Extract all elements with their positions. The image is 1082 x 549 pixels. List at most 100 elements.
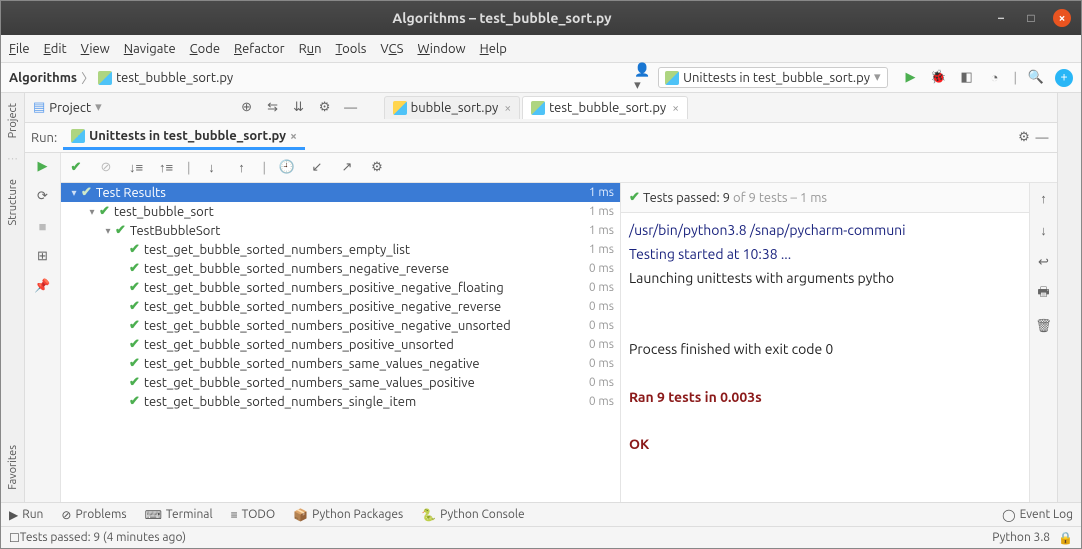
tree-test-row[interactable]: ✔test_get_bubble_sorted_numbers_positive… bbox=[61, 316, 620, 335]
tree-root[interactable]: ▾ ✔ Test Results 1 ms bbox=[61, 183, 620, 202]
collapse-icon[interactable]: ⇊ bbox=[290, 99, 308, 117]
status-indicator-icon[interactable]: ☐ bbox=[9, 531, 20, 545]
project-tool-label[interactable]: Project bbox=[49, 101, 91, 115]
gear-icon[interactable]: ⚙ bbox=[316, 99, 334, 117]
tool-problems[interactable]: ⊘Problems bbox=[61, 508, 126, 522]
expander-icon[interactable]: ▾ bbox=[101, 225, 115, 237]
breadcrumb-project[interactable]: Algorithms bbox=[9, 71, 77, 85]
menu-vcs[interactable]: VCS bbox=[380, 42, 403, 56]
add-button[interactable]: + bbox=[1055, 69, 1073, 87]
menu-tools[interactable]: Tools bbox=[336, 42, 367, 56]
import-icon[interactable]: ↙ bbox=[308, 159, 326, 177]
expand-all-icon[interactable]: ↓ bbox=[203, 159, 221, 177]
show-ignored-icon[interactable]: ⊘ bbox=[97, 159, 115, 177]
python-file-icon bbox=[393, 101, 407, 115]
run-button[interactable]: ▶ bbox=[902, 69, 920, 87]
menu-edit[interactable]: Edit bbox=[44, 42, 67, 56]
pass-icon: ✔ bbox=[99, 204, 110, 219]
test-tree[interactable]: ▾ ✔ Test Results 1 ms ▾ ✔ test_bubble_so… bbox=[61, 183, 621, 502]
menu-navigate[interactable]: Navigate bbox=[124, 42, 176, 56]
tree-test-row[interactable]: ✔test_get_bubble_sorted_numbers_single_i… bbox=[61, 392, 620, 411]
close-button[interactable]: × bbox=[1053, 9, 1071, 27]
tool-todo[interactable]: ≡TODO bbox=[231, 508, 276, 522]
console-icon: 🐍 bbox=[421, 508, 436, 522]
sidebar-project[interactable]: Project bbox=[7, 99, 19, 142]
run-tab[interactable]: Unittests in test_bubble_sort.py × bbox=[63, 125, 305, 150]
run-tool-header: Run: Unittests in test_bubble_sort.py × … bbox=[25, 123, 1057, 153]
scroll-down-icon[interactable]: ↓ bbox=[1035, 221, 1053, 239]
run-gear-icon[interactable]: ⚙ bbox=[1015, 129, 1033, 147]
project-dropdown-icon[interactable]: ▾ bbox=[95, 100, 102, 115]
clear-icon[interactable]: 🗑 bbox=[1035, 317, 1053, 335]
tree-test-row[interactable]: ✔test_get_bubble_sorted_numbers_positive… bbox=[61, 297, 620, 316]
test-gear-icon[interactable]: ⚙ bbox=[368, 159, 386, 177]
run-hide-icon[interactable]: — bbox=[1033, 129, 1051, 147]
menu-window[interactable]: Window bbox=[417, 42, 465, 56]
profile-button[interactable]: ◔ bbox=[986, 69, 1004, 87]
show-passed-icon[interactable]: ✔ bbox=[67, 159, 85, 177]
tool-run[interactable]: ▶Run bbox=[9, 508, 43, 522]
print-icon[interactable]: 🖶 bbox=[1035, 285, 1053, 303]
tab-close-icon[interactable]: × bbox=[504, 102, 511, 115]
event-log[interactable]: ◯Event Log bbox=[1002, 508, 1073, 522]
collapse-all-icon[interactable]: ↑ bbox=[233, 159, 251, 177]
layout-button[interactable]: ⊞ bbox=[34, 247, 52, 265]
sidebar-divider: ⋯ bbox=[7, 152, 18, 165]
editor-tab-bubble-sort[interactable]: bubble_sort.py × bbox=[384, 96, 520, 119]
left-tool-sidebar: Project ⋯ Structure Favorites bbox=[1, 93, 25, 502]
menu-run[interactable]: Run bbox=[299, 42, 322, 56]
scroll-up-icon[interactable]: ↑ bbox=[1035, 189, 1053, 207]
stop-button[interactable]: ■ bbox=[34, 217, 52, 235]
event-log-icon: ◯ bbox=[1002, 508, 1015, 522]
tree-test-row[interactable]: ✔test_get_bubble_sorted_numbers_same_val… bbox=[61, 354, 620, 373]
tool-terminal[interactable]: ⌨Terminal bbox=[145, 508, 213, 522]
expand-icon[interactable]: ⇆ bbox=[264, 99, 282, 117]
summary-of: of 9 tests – 1 ms bbox=[733, 191, 827, 205]
tab-close-icon[interactable]: × bbox=[672, 102, 679, 115]
menu-refactor[interactable]: Refactor bbox=[234, 42, 285, 56]
toggle-button[interactable]: ⟳ bbox=[34, 187, 52, 205]
editor-tab-test-bubble-sort[interactable]: test_bubble_sort.py × bbox=[522, 96, 688, 119]
breadcrumb-file[interactable]: test_bubble_sort.py bbox=[116, 71, 233, 85]
menu-file[interactable]: File bbox=[9, 42, 30, 56]
tree-module[interactable]: ▾ ✔ test_bubble_sort 1 ms bbox=[61, 202, 620, 221]
run-configuration-dropdown[interactable]: Unittests in test_bubble_sort.py ▾ bbox=[658, 67, 887, 88]
status-interpreter[interactable]: Python 3.8 bbox=[992, 531, 1050, 544]
export-icon[interactable]: ↗ bbox=[338, 159, 356, 177]
debug-button[interactable]: 🐞 bbox=[930, 69, 948, 87]
tree-class[interactable]: ▾ ✔ TestBubbleSort 1 ms bbox=[61, 221, 620, 240]
sort-icon[interactable]: ↓≡ bbox=[127, 159, 145, 177]
locate-icon[interactable]: ⊕ bbox=[238, 99, 256, 117]
hide-icon[interactable]: — bbox=[342, 99, 360, 117]
pass-icon: ✔ bbox=[129, 337, 140, 352]
run-tab-close-icon[interactable]: × bbox=[290, 130, 297, 143]
filter-icon[interactable]: ↑≡ bbox=[157, 159, 175, 177]
tree-test-row[interactable]: ✔test_get_bubble_sorted_numbers_positive… bbox=[61, 278, 620, 297]
menu-view[interactable]: View bbox=[81, 42, 110, 56]
search-button[interactable]: 🔍 bbox=[1027, 69, 1045, 87]
lock-icon[interactable]: 🔒 bbox=[1058, 531, 1073, 545]
menu-code[interactable]: Code bbox=[190, 42, 220, 56]
history-icon[interactable]: 🕘 bbox=[278, 159, 296, 177]
rerun-button[interactable]: ▶ bbox=[34, 157, 52, 175]
coverage-button[interactable]: ◧ bbox=[958, 69, 976, 87]
user-icon[interactable]: 👤▾ bbox=[634, 69, 652, 87]
pin-button[interactable]: 📌 bbox=[34, 277, 52, 295]
sidebar-structure[interactable]: Structure bbox=[7, 175, 19, 230]
minimize-button[interactable]: – bbox=[993, 10, 1009, 26]
tree-test-row[interactable]: ✔test_get_bubble_sorted_numbers_negative… bbox=[61, 259, 620, 278]
menu-help[interactable]: Help bbox=[480, 42, 507, 56]
tool-python-console[interactable]: 🐍Python Console bbox=[421, 508, 524, 522]
maximize-button[interactable]: □ bbox=[1023, 10, 1039, 26]
tool-python-packages[interactable]: 📦Python Packages bbox=[293, 508, 403, 522]
sidebar-favorites[interactable]: Favorites bbox=[7, 441, 19, 494]
tree-test-row[interactable]: ✔test_get_bubble_sorted_numbers_positive… bbox=[61, 335, 620, 354]
tree-test-time: 0 ms bbox=[589, 319, 614, 332]
expander-icon[interactable]: ▾ bbox=[85, 206, 99, 218]
expander-icon[interactable]: ▾ bbox=[67, 187, 81, 199]
editor-tab-label: test_bubble_sort.py bbox=[549, 101, 666, 115]
console[interactable]: /usr/bin/python3.8 /snap/pycharm-communi… bbox=[621, 213, 1029, 502]
tree-test-row[interactable]: ✔test_get_bubble_sorted_numbers_empty_li… bbox=[61, 240, 620, 259]
tree-test-row[interactable]: ✔test_get_bubble_sorted_numbers_same_val… bbox=[61, 373, 620, 392]
soft-wrap-icon[interactable]: ↩ bbox=[1035, 253, 1053, 271]
